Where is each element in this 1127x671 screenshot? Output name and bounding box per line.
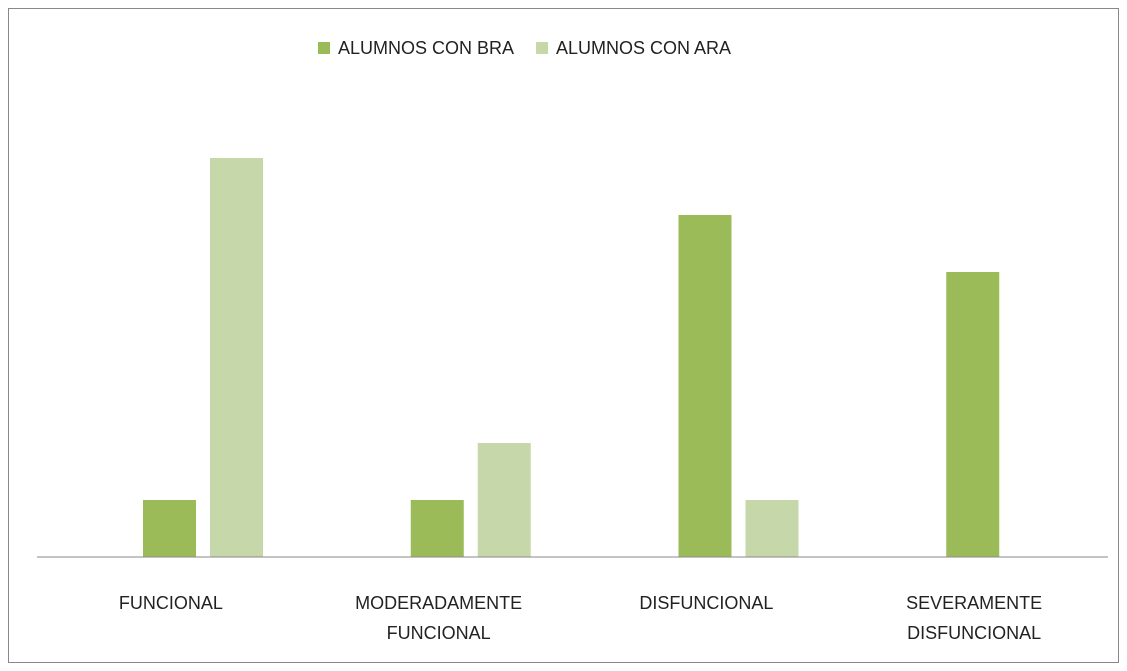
x-tick-label: DISFUNCIONAL [639, 593, 774, 613]
legend-swatch [318, 42, 330, 54]
bar [410, 500, 464, 557]
bar [745, 500, 799, 557]
legend-label: ALUMNOS CON BRA [338, 38, 514, 58]
bar [210, 158, 263, 557]
legend-swatch [536, 42, 549, 54]
bar [678, 215, 732, 557]
x-tick-label: SEVERAMENTE DISFUNCIONAL [906, 593, 1043, 643]
bar [477, 443, 531, 557]
legend-label: ALUMNOS CON ARA [556, 38, 731, 58]
x-tick-label: FUNCIONAL [118, 593, 223, 613]
bar [946, 272, 1000, 557]
bar [143, 500, 196, 557]
x-tick-label: MODERADAMENTE FUNCIONAL [355, 593, 523, 643]
